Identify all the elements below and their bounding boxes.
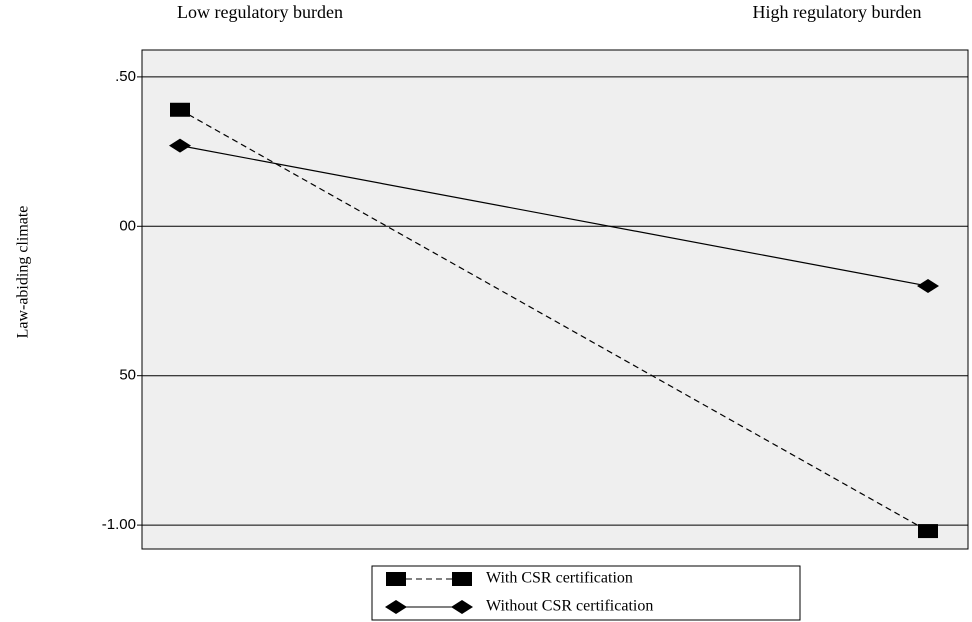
legend-marker xyxy=(386,572,406,586)
legend-label: Without CSR certification xyxy=(486,598,653,615)
y-tick-label: 00 xyxy=(119,217,136,234)
y-tick-label: .50 xyxy=(115,68,136,85)
legend-marker xyxy=(385,600,407,614)
y-tick-label: 50 xyxy=(119,367,136,384)
data-point xyxy=(917,279,939,294)
data-point xyxy=(918,524,938,539)
series-line xyxy=(179,145,929,287)
legend-marker xyxy=(452,572,472,586)
category-label: High regulatory burden xyxy=(752,2,922,22)
plot-area xyxy=(141,49,969,550)
legend xyxy=(371,565,801,621)
y-tick-label: -1.00 xyxy=(102,516,136,533)
data-point xyxy=(170,102,190,117)
data-point xyxy=(169,138,191,153)
y-axis-label: Law-abiding climate xyxy=(15,206,32,339)
category-label: Low regulatory burden xyxy=(177,2,343,22)
legend-label: With CSR certification xyxy=(486,570,633,587)
legend-marker xyxy=(451,600,473,614)
series-line xyxy=(179,109,929,532)
